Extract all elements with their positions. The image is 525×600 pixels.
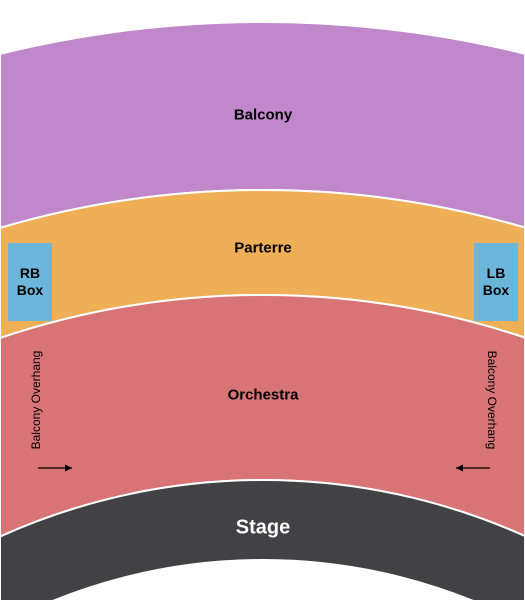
section-orchestra-label: Orchestra — [228, 387, 299, 404]
section-balcony-label: Balcony — [234, 107, 292, 124]
section-parterre-label: Parterre — [234, 240, 292, 257]
balcony-overhang-left-label: Balcony Overhang — [29, 351, 43, 450]
section-rb-box[interactable]: RBBox — [8, 243, 52, 321]
balcony-overhang-right-label: Balcony Overhang — [485, 351, 499, 450]
seating-chart: { "canvas": { "width": 525, "height": 60… — [0, 0, 525, 600]
section-stage-label: Stage — [236, 517, 290, 540]
section-lb-box[interactable]: LBBox — [474, 243, 518, 321]
seating-svg — [0, 0, 525, 600]
